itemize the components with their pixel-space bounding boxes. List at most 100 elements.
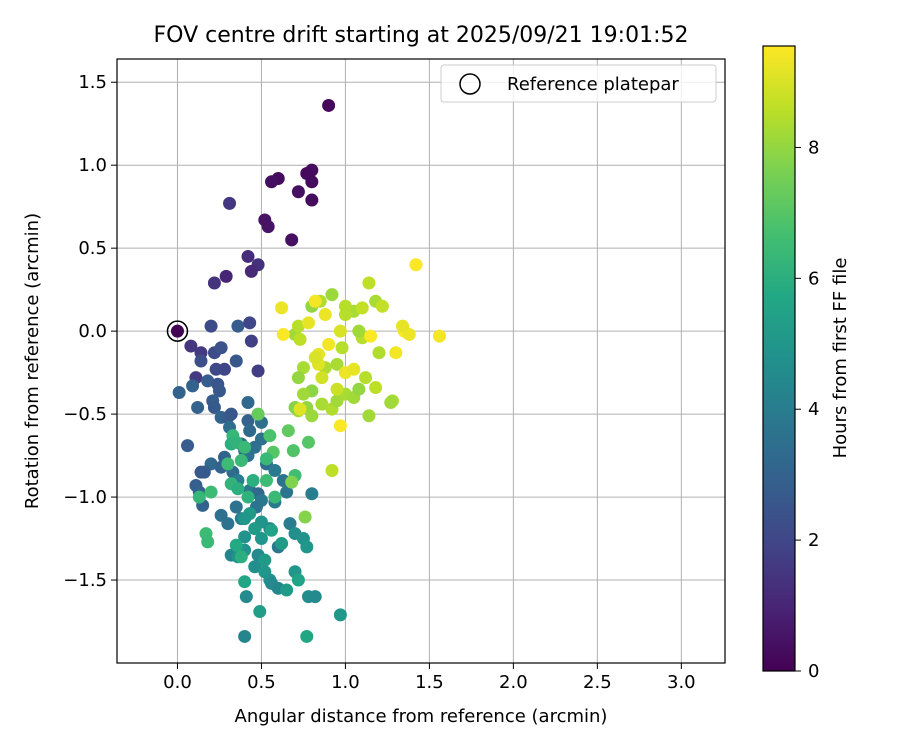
data-point [308,294,322,308]
data-point [389,346,403,360]
data-point [239,590,253,604]
x-axis-label: Angular distance from reference (arcmin) [235,706,608,727]
x-tick-label: 1.5 [415,672,444,693]
colorbar-tick-label: 6 [808,268,819,289]
data-point [281,424,295,438]
x-tick-label: 2.0 [499,672,528,693]
data-point [248,560,262,574]
data-point [291,319,305,333]
data-point [432,329,446,343]
data-point [352,382,366,396]
x-tick-label: 2.5 [583,672,612,693]
data-point [259,452,273,466]
data-point [192,490,206,504]
y-tick-label: 1.5 [78,72,107,93]
data-point [275,537,289,551]
x-tick-label: 0.5 [247,672,276,693]
data-point [204,319,218,333]
data-point [375,299,389,313]
plot-frame [116,58,726,664]
data-point [238,629,252,643]
x-tick-label: 3.0 [667,672,696,693]
data-point [305,409,319,423]
data-point [347,362,361,376]
data-point [231,482,245,496]
data-point [362,276,376,290]
data-point [251,407,265,421]
data-point [194,354,208,368]
data-point [305,487,319,501]
colorbar-label: Hours from first FF file [830,258,851,459]
data-point [207,400,221,414]
x-tick-label: 1.0 [331,672,360,693]
data-point [243,316,257,330]
x-tick-label: 0.0 [163,672,192,693]
data-point [261,220,275,234]
data-point [219,269,233,283]
data-point [280,485,294,499]
data-point [265,175,279,189]
data-point [246,473,260,487]
data-point [229,354,243,368]
data-point [244,264,258,278]
colorbar [762,45,796,672]
data-point [291,371,305,385]
data-point [359,371,373,385]
data-point [172,386,186,400]
colorbar-tick-label: 8 [808,137,819,158]
data-point [223,196,237,210]
data-point [229,538,243,552]
data-point [221,457,235,471]
data-point [308,590,322,604]
plot-area [117,59,725,663]
data-point [238,575,252,589]
data-point [276,327,290,341]
data-point [409,258,423,272]
data-point [333,324,347,338]
legend: Reference platepar [440,64,717,103]
data-point [325,464,339,478]
data-point [369,381,383,395]
data-point [293,402,307,416]
data-point [280,583,294,597]
data-point [238,530,252,544]
data-point [263,429,277,443]
data-point [186,379,200,393]
data-point [259,473,273,487]
data-point [181,439,195,453]
data-point [315,397,329,411]
data-point [308,351,322,365]
data-point [396,319,410,333]
data-point [241,490,255,504]
data-point [258,553,272,567]
colorbar-tick-label: 4 [808,399,819,420]
data-point [364,329,378,343]
data-point [325,288,339,302]
y-tick-label: 0.5 [78,238,107,259]
data-point [333,419,347,433]
reference-platepar-marker [166,320,189,342]
data-point [296,387,310,401]
data-point [330,382,344,396]
data-point [253,605,267,619]
y-axis-label: Rotation from reference (arcmin) [22,213,43,509]
data-point [265,523,279,537]
data-point [268,464,282,478]
data-point [291,573,305,587]
data-point [300,540,314,554]
data-point [362,409,376,423]
data-point [241,249,255,263]
data-point [234,550,248,564]
data-point [291,185,305,199]
y-axis-ticks: −1.5 −1.0 −0.5 0.0 0.5 1.0 1.5 [63,72,117,591]
data-point [275,301,289,315]
data-point [204,485,218,499]
data-point [335,341,349,355]
data-point [322,337,336,351]
legend-box [440,64,717,103]
data-point [301,435,315,449]
data-point [224,407,238,421]
data-point [241,395,255,409]
y-tick-label: −0.5 [63,404,107,425]
